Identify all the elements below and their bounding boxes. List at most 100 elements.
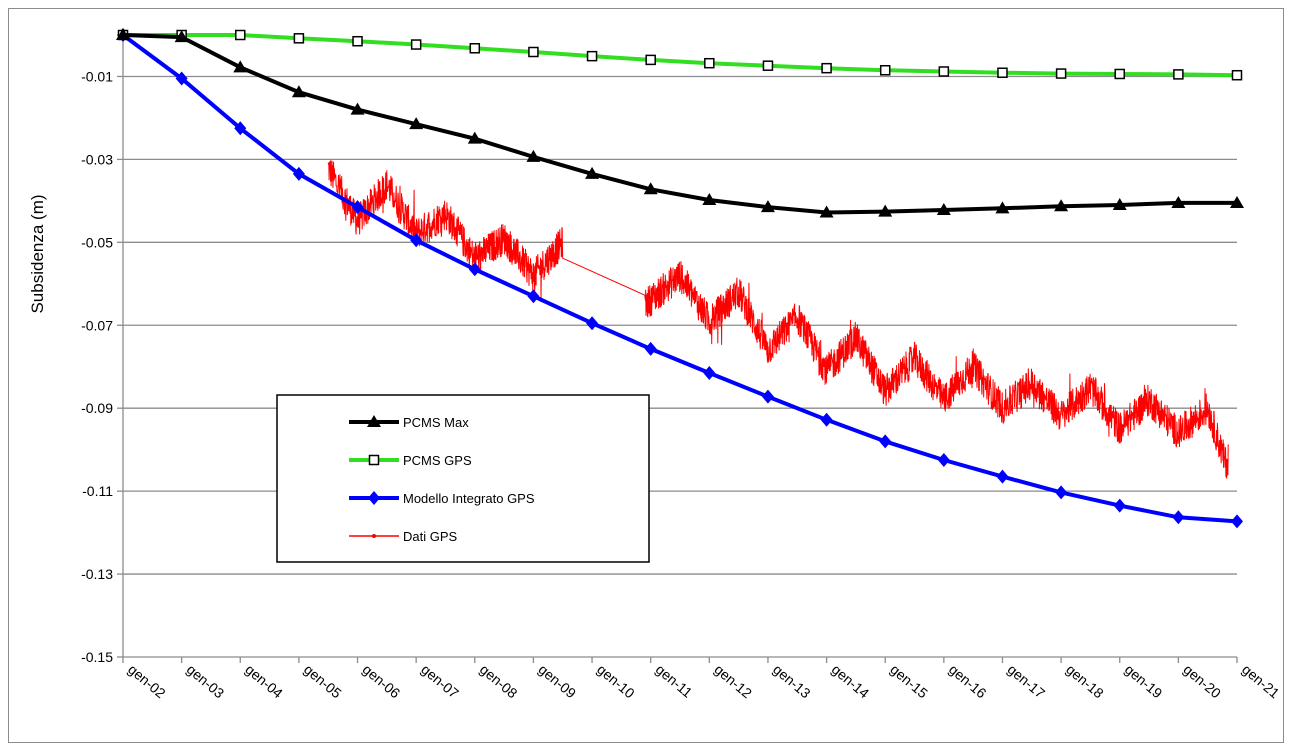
data-point-pcms-max <box>760 200 775 213</box>
data-point-pcms-gps <box>528 46 539 58</box>
data-point-pcms-max <box>878 204 893 217</box>
data-point-pcms-gps <box>352 35 363 47</box>
legend-label-pcms-gps: PCMS GPS <box>403 453 472 468</box>
series-line-pcms-max <box>122 33 1237 215</box>
data-point-pcms-gps <box>1055 68 1067 79</box>
legend-label-dati-gps: Dati GPS <box>403 529 458 544</box>
data-point-pcms-max <box>409 117 424 130</box>
data-point-pcms-max <box>936 202 951 215</box>
data-point-modello-integrato-gps <box>1055 485 1068 500</box>
data-point-pcms-max <box>233 60 248 73</box>
x-tick-label: gen-21 <box>1239 661 1283 701</box>
x-tick-label: gen-05 <box>301 661 345 701</box>
data-point-pcms-max <box>526 149 541 162</box>
x-tick-label: gen-06 <box>360 661 404 701</box>
data-point-modello-integrato-gps <box>644 341 657 356</box>
data-point-pcms-gps <box>879 64 891 76</box>
legend-marker-dati-gps <box>372 534 376 538</box>
data-point-modello-integrato-gps <box>820 412 833 427</box>
y-tick-label: -0.05 <box>81 234 113 250</box>
data-point-pcms-max <box>1112 198 1127 211</box>
data-point-modello-integrato-gps <box>234 121 247 136</box>
data-point-pcms-gps <box>1114 68 1125 80</box>
data-point-modello-integrato-gps <box>586 316 599 331</box>
legend-marker-modello-integrato-gps <box>368 491 380 505</box>
legend: PCMS Max PCMS GPS Modello Integrato GPS Dat… <box>276 394 650 563</box>
x-tick-label: gen-14 <box>829 661 873 701</box>
data-point-modello-integrato-gps <box>292 166 305 181</box>
x-tick-label: gen-03 <box>184 661 228 701</box>
data-point-pcms-max <box>467 131 482 144</box>
x-tick-label: gen-02 <box>125 661 169 701</box>
data-point-pcms-max <box>819 205 834 218</box>
x-tick-label: gen-04 <box>242 661 286 701</box>
data-point-pcms-gps <box>997 67 1008 78</box>
data-point-modello-integrato-gps <box>175 71 188 86</box>
data-point-pcms-max <box>995 201 1010 214</box>
x-tick-label: gen-12 <box>711 661 755 701</box>
data-point-pcms-gps <box>469 43 481 54</box>
chart-canvas: -0.01 -0.03 -0.05 -0.07 -0.09 -0.11 -0.13 -0.15… <box>28 28 1283 701</box>
data-point-pcms-gps <box>1173 69 1184 80</box>
data-point-modello-integrato-gps <box>527 289 540 304</box>
legend-label-pcms-max: PCMS Max <box>403 415 469 430</box>
y-tick-label: -0.15 <box>81 649 113 665</box>
x-tick-label: gen-09 <box>535 661 579 701</box>
x-tick-label: gen-11 <box>653 661 696 701</box>
series-line-dati-gps <box>327 160 1229 479</box>
legend-label-modello-integrato-gps: Modello Integrato GPS <box>403 491 535 506</box>
data-point-pcms-max <box>1230 195 1244 208</box>
x-tick-label: gen-15 <box>887 661 931 701</box>
data-point-modello-integrato-gps <box>761 389 774 404</box>
data-point-pcms-max <box>643 182 658 195</box>
data-point-pcms-gps <box>1231 69 1243 81</box>
y-tick-label: -0.01 <box>81 68 113 84</box>
data-point-modello-integrato-gps <box>1172 510 1185 525</box>
data-point-pcms-max <box>350 102 365 115</box>
data-point-pcms-max <box>1054 199 1069 212</box>
data-point-pcms-max <box>291 85 306 98</box>
x-tick-label: gen-07 <box>418 661 462 701</box>
y-tick-label: -0.11 <box>82 483 113 499</box>
data-point-pcms-gps <box>586 50 598 62</box>
data-point-modello-integrato-gps <box>1231 514 1243 529</box>
y-tick-label: -0.09 <box>81 400 113 416</box>
legend-marker-pcms-gps <box>368 454 380 466</box>
data-point-modello-integrato-gps <box>468 262 481 277</box>
legend-marker-pcms-max <box>367 415 381 427</box>
data-point-pcms-max <box>702 193 717 206</box>
data-point-pcms-gps <box>293 33 305 44</box>
data-point-pcms-max <box>1171 195 1186 208</box>
y-axis-label: Subsidenza (m) <box>28 194 47 313</box>
data-point-pcms-gps <box>821 62 832 74</box>
data-point-modello-integrato-gps <box>410 233 423 248</box>
data-point-pcms-gps <box>762 60 774 71</box>
data-point-pcms-gps <box>938 66 950 77</box>
x-tick-label: gen-17 <box>1005 661 1049 701</box>
data-point-pcms-max <box>116 28 130 40</box>
data-point-modello-integrato-gps <box>351 200 364 215</box>
series-line-modello-integrato-gps <box>121 33 1238 524</box>
data-point-pcms-max <box>174 30 189 43</box>
x-tick-label: gen-19 <box>1122 661 1166 701</box>
data-point-modello-integrato-gps <box>1113 498 1126 513</box>
y-tick-label: -0.13 <box>81 566 113 582</box>
y-tick-label: -0.03 <box>81 151 113 167</box>
data-point-modello-integrato-gps <box>996 469 1009 484</box>
y-tick-label: -0.07 <box>81 317 113 333</box>
series-line-pcms-gps <box>123 33 1238 78</box>
data-point-modello-integrato-gps <box>703 365 716 380</box>
legend-box <box>276 394 650 563</box>
data-point-pcms-gps <box>645 54 656 66</box>
chart-frame: -0.01 -0.03 -0.05 -0.07 -0.09 -0.11 -0.13 -0.15… <box>8 8 1284 743</box>
data-point-modello-integrato-gps <box>937 453 950 468</box>
x-tick-label: gen-18 <box>1063 661 1107 701</box>
x-tick-label: gen-13 <box>770 661 814 701</box>
data-point-pcms-gps <box>410 39 422 50</box>
data-point-modello-integrato-gps <box>879 434 892 449</box>
x-tick-label: gen-16 <box>946 661 990 701</box>
data-point-pcms-max <box>585 166 600 179</box>
x-tick-label: gen-08 <box>477 661 521 701</box>
axis-layer: -0.01 -0.03 -0.05 -0.07 -0.09 -0.11 -0.13 -0.15… <box>81 35 1283 701</box>
x-tick-label: gen-10 <box>594 661 638 701</box>
